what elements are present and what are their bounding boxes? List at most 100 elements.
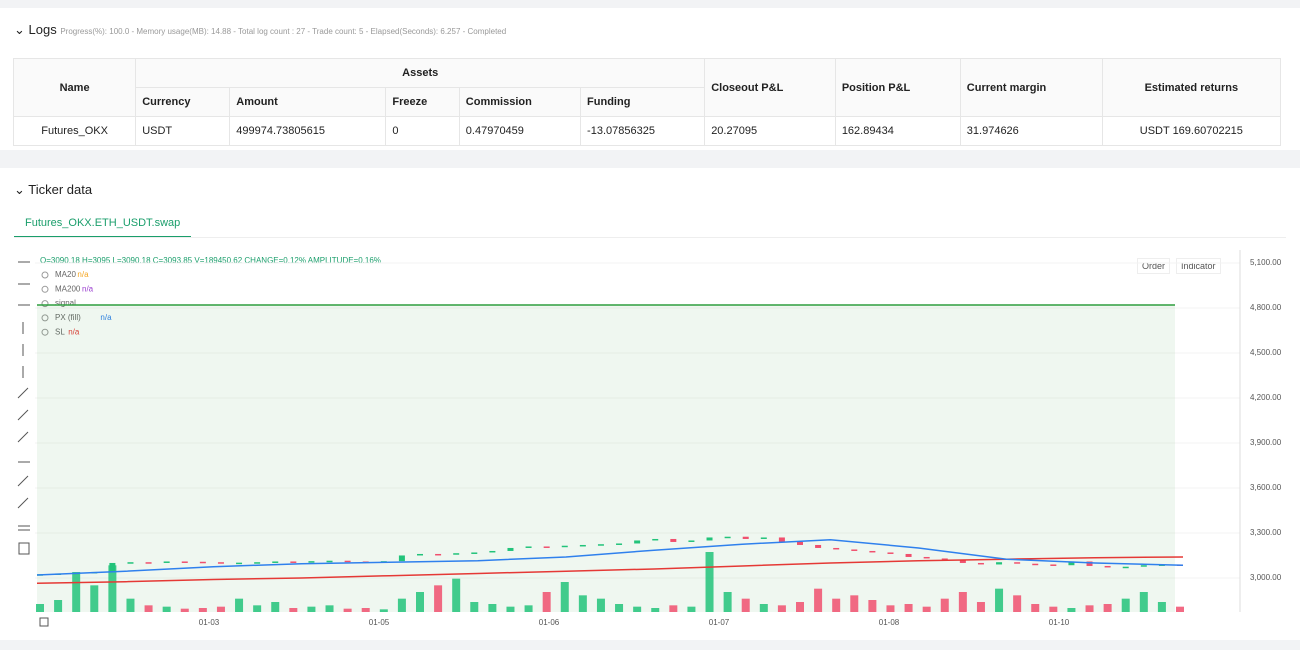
legend-value: n/a xyxy=(68,327,80,336)
candle xyxy=(959,559,966,563)
y-tick-label: 3,900.00 xyxy=(1250,438,1282,447)
volume-bar xyxy=(90,585,99,612)
volume-bar xyxy=(379,609,388,612)
button[interactable]: Indicator xyxy=(1176,258,1221,274)
cell: Futures_OKX xyxy=(12,116,137,146)
candle xyxy=(869,550,876,553)
ma-line xyxy=(36,538,1184,576)
volume-bar xyxy=(452,578,461,612)
volume-bar xyxy=(777,605,786,612)
volume-bar xyxy=(814,588,823,612)
ticker-header[interactable]: ⌄ Ticker data xyxy=(14,182,93,197)
cell: USDT xyxy=(135,116,231,146)
volume-bar xyxy=(687,606,696,612)
volume-bar xyxy=(325,605,334,612)
candle xyxy=(471,552,478,554)
ticker-title: Ticker data xyxy=(28,182,93,197)
candle xyxy=(579,544,586,547)
candle xyxy=(181,561,188,563)
candle xyxy=(525,546,532,548)
volume-bar xyxy=(633,606,642,612)
logs-title: Logs xyxy=(28,22,57,37)
candle xyxy=(308,561,315,563)
volume-bar xyxy=(180,608,189,612)
candle xyxy=(217,562,224,564)
candle xyxy=(670,538,677,542)
volume-bar xyxy=(651,608,660,612)
cell: -13.07856325 xyxy=(580,116,706,146)
candle xyxy=(163,561,170,563)
volume-bar xyxy=(506,606,515,612)
chart: O=3090.18 H=3095 L=3090.18 C=3093.85 V=1… xyxy=(17,250,1282,627)
candle xyxy=(398,555,405,562)
x-tick-label: 01-08 xyxy=(879,618,900,627)
volume-bar xyxy=(596,598,605,612)
volume-bar xyxy=(162,606,171,612)
ticker-tab[interactable]: Futures_OKX.ETH_USDT.swap xyxy=(14,210,192,238)
candle xyxy=(290,561,297,563)
ticker-panel: ⌄ Ticker data Futures_OKX.ETH_USDT.swap … xyxy=(0,168,1300,640)
legend-value: n/a xyxy=(82,284,94,293)
candle xyxy=(760,537,767,539)
candle xyxy=(199,561,206,564)
cell: 20.27095 xyxy=(704,116,836,146)
candle xyxy=(543,546,550,548)
candle xyxy=(996,562,1003,565)
volume-bar xyxy=(1031,604,1040,612)
volume-bar xyxy=(759,604,768,612)
calendar-icon xyxy=(39,617,49,627)
volume-bar xyxy=(289,608,298,612)
legend-name: MA20 xyxy=(55,270,76,279)
candle xyxy=(905,553,912,557)
candle xyxy=(851,549,858,551)
volume-bar xyxy=(705,552,714,612)
volume-bar xyxy=(271,602,280,612)
candle xyxy=(833,547,840,550)
cell: USDT 169.60702215 xyxy=(1101,116,1282,146)
th: Assets xyxy=(135,58,706,88)
candle xyxy=(236,562,243,565)
ohlc: O=3090.18 H=3095 L=3090.18 C=3093.85 V=1… xyxy=(40,256,381,265)
logs-header[interactable]: ⌄ Logs Progress(%): 100.0 - Memory usage… xyxy=(14,22,507,37)
volume-bar xyxy=(1139,592,1148,612)
volume-bar xyxy=(524,605,533,612)
volume-bar xyxy=(1067,608,1076,612)
volume-bar xyxy=(1103,604,1112,612)
volume-bar xyxy=(940,598,949,612)
volume-bar xyxy=(361,608,370,612)
th: Position P&L xyxy=(834,58,961,117)
divider xyxy=(14,237,1286,238)
legend-name: signal xyxy=(55,299,76,308)
volume-bar xyxy=(741,598,750,612)
eye-icon xyxy=(41,300,49,308)
eye-icon xyxy=(41,285,49,293)
candle xyxy=(941,558,948,560)
cell: 31.974626 xyxy=(959,116,1103,146)
candle xyxy=(489,550,496,553)
volume-bar xyxy=(416,592,424,612)
candle xyxy=(417,553,423,556)
volume-bar xyxy=(1157,602,1166,612)
th: Commission xyxy=(458,87,582,117)
volume-bar xyxy=(796,602,804,612)
volume-bar xyxy=(235,598,244,612)
eye-icon xyxy=(41,328,49,336)
candle xyxy=(742,536,749,539)
button[interactable]: Order xyxy=(1137,258,1171,274)
candle xyxy=(254,562,261,564)
volume-bar xyxy=(488,604,497,612)
x-tick-label: 01-10 xyxy=(1049,618,1070,627)
candle xyxy=(1140,565,1147,567)
y-tick-label: 4,800.00 xyxy=(1250,303,1282,312)
candle xyxy=(1050,564,1057,566)
volume-bar xyxy=(470,602,479,612)
volume-bar xyxy=(72,572,81,612)
candle xyxy=(977,562,984,565)
candle xyxy=(1068,561,1075,566)
candle xyxy=(778,537,785,542)
candle xyxy=(127,562,134,564)
volume-bar xyxy=(253,605,262,612)
toolbar xyxy=(17,261,30,555)
candle xyxy=(326,560,333,563)
